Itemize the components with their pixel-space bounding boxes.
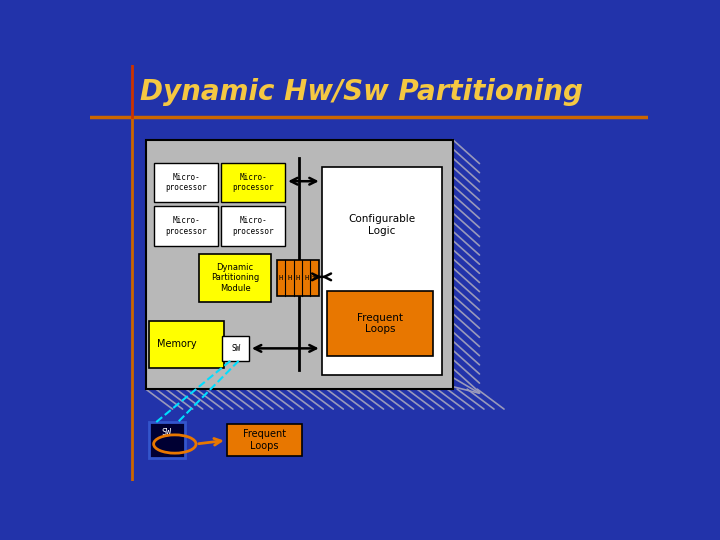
FancyBboxPatch shape xyxy=(221,206,285,246)
FancyBboxPatch shape xyxy=(154,163,218,202)
FancyBboxPatch shape xyxy=(148,321,224,368)
Text: HW: HW xyxy=(311,275,318,280)
Text: SW: SW xyxy=(162,428,172,437)
FancyBboxPatch shape xyxy=(154,206,218,246)
Text: Memory: Memory xyxy=(158,340,197,349)
Text: Configurable
Logic: Configurable Logic xyxy=(348,214,415,235)
FancyBboxPatch shape xyxy=(327,292,433,356)
Text: Micro-
processor: Micro- processor xyxy=(233,216,274,235)
Text: H: H xyxy=(279,275,283,281)
Text: H: H xyxy=(296,275,300,281)
FancyBboxPatch shape xyxy=(322,167,441,375)
FancyBboxPatch shape xyxy=(277,260,319,295)
FancyBboxPatch shape xyxy=(227,424,302,456)
Text: H: H xyxy=(304,275,308,281)
FancyBboxPatch shape xyxy=(148,422,185,458)
FancyBboxPatch shape xyxy=(199,254,271,302)
Text: SW: SW xyxy=(231,344,240,353)
Text: Dynamic
Partitioning
Module: Dynamic Partitioning Module xyxy=(211,263,259,293)
Text: Micro-
processor: Micro- processor xyxy=(166,173,207,192)
FancyBboxPatch shape xyxy=(222,336,249,361)
Text: Micro-
processor: Micro- processor xyxy=(233,173,274,192)
Text: Dynamic Hw/Sw Partitioning: Dynamic Hw/Sw Partitioning xyxy=(140,78,583,106)
Text: Frequent
Loops: Frequent Loops xyxy=(357,313,403,334)
Text: H: H xyxy=(287,275,292,281)
Text: Frequent
Loops: Frequent Loops xyxy=(243,429,286,451)
FancyBboxPatch shape xyxy=(145,140,453,389)
FancyBboxPatch shape xyxy=(221,163,285,202)
Text: Micro-
processor: Micro- processor xyxy=(166,216,207,235)
